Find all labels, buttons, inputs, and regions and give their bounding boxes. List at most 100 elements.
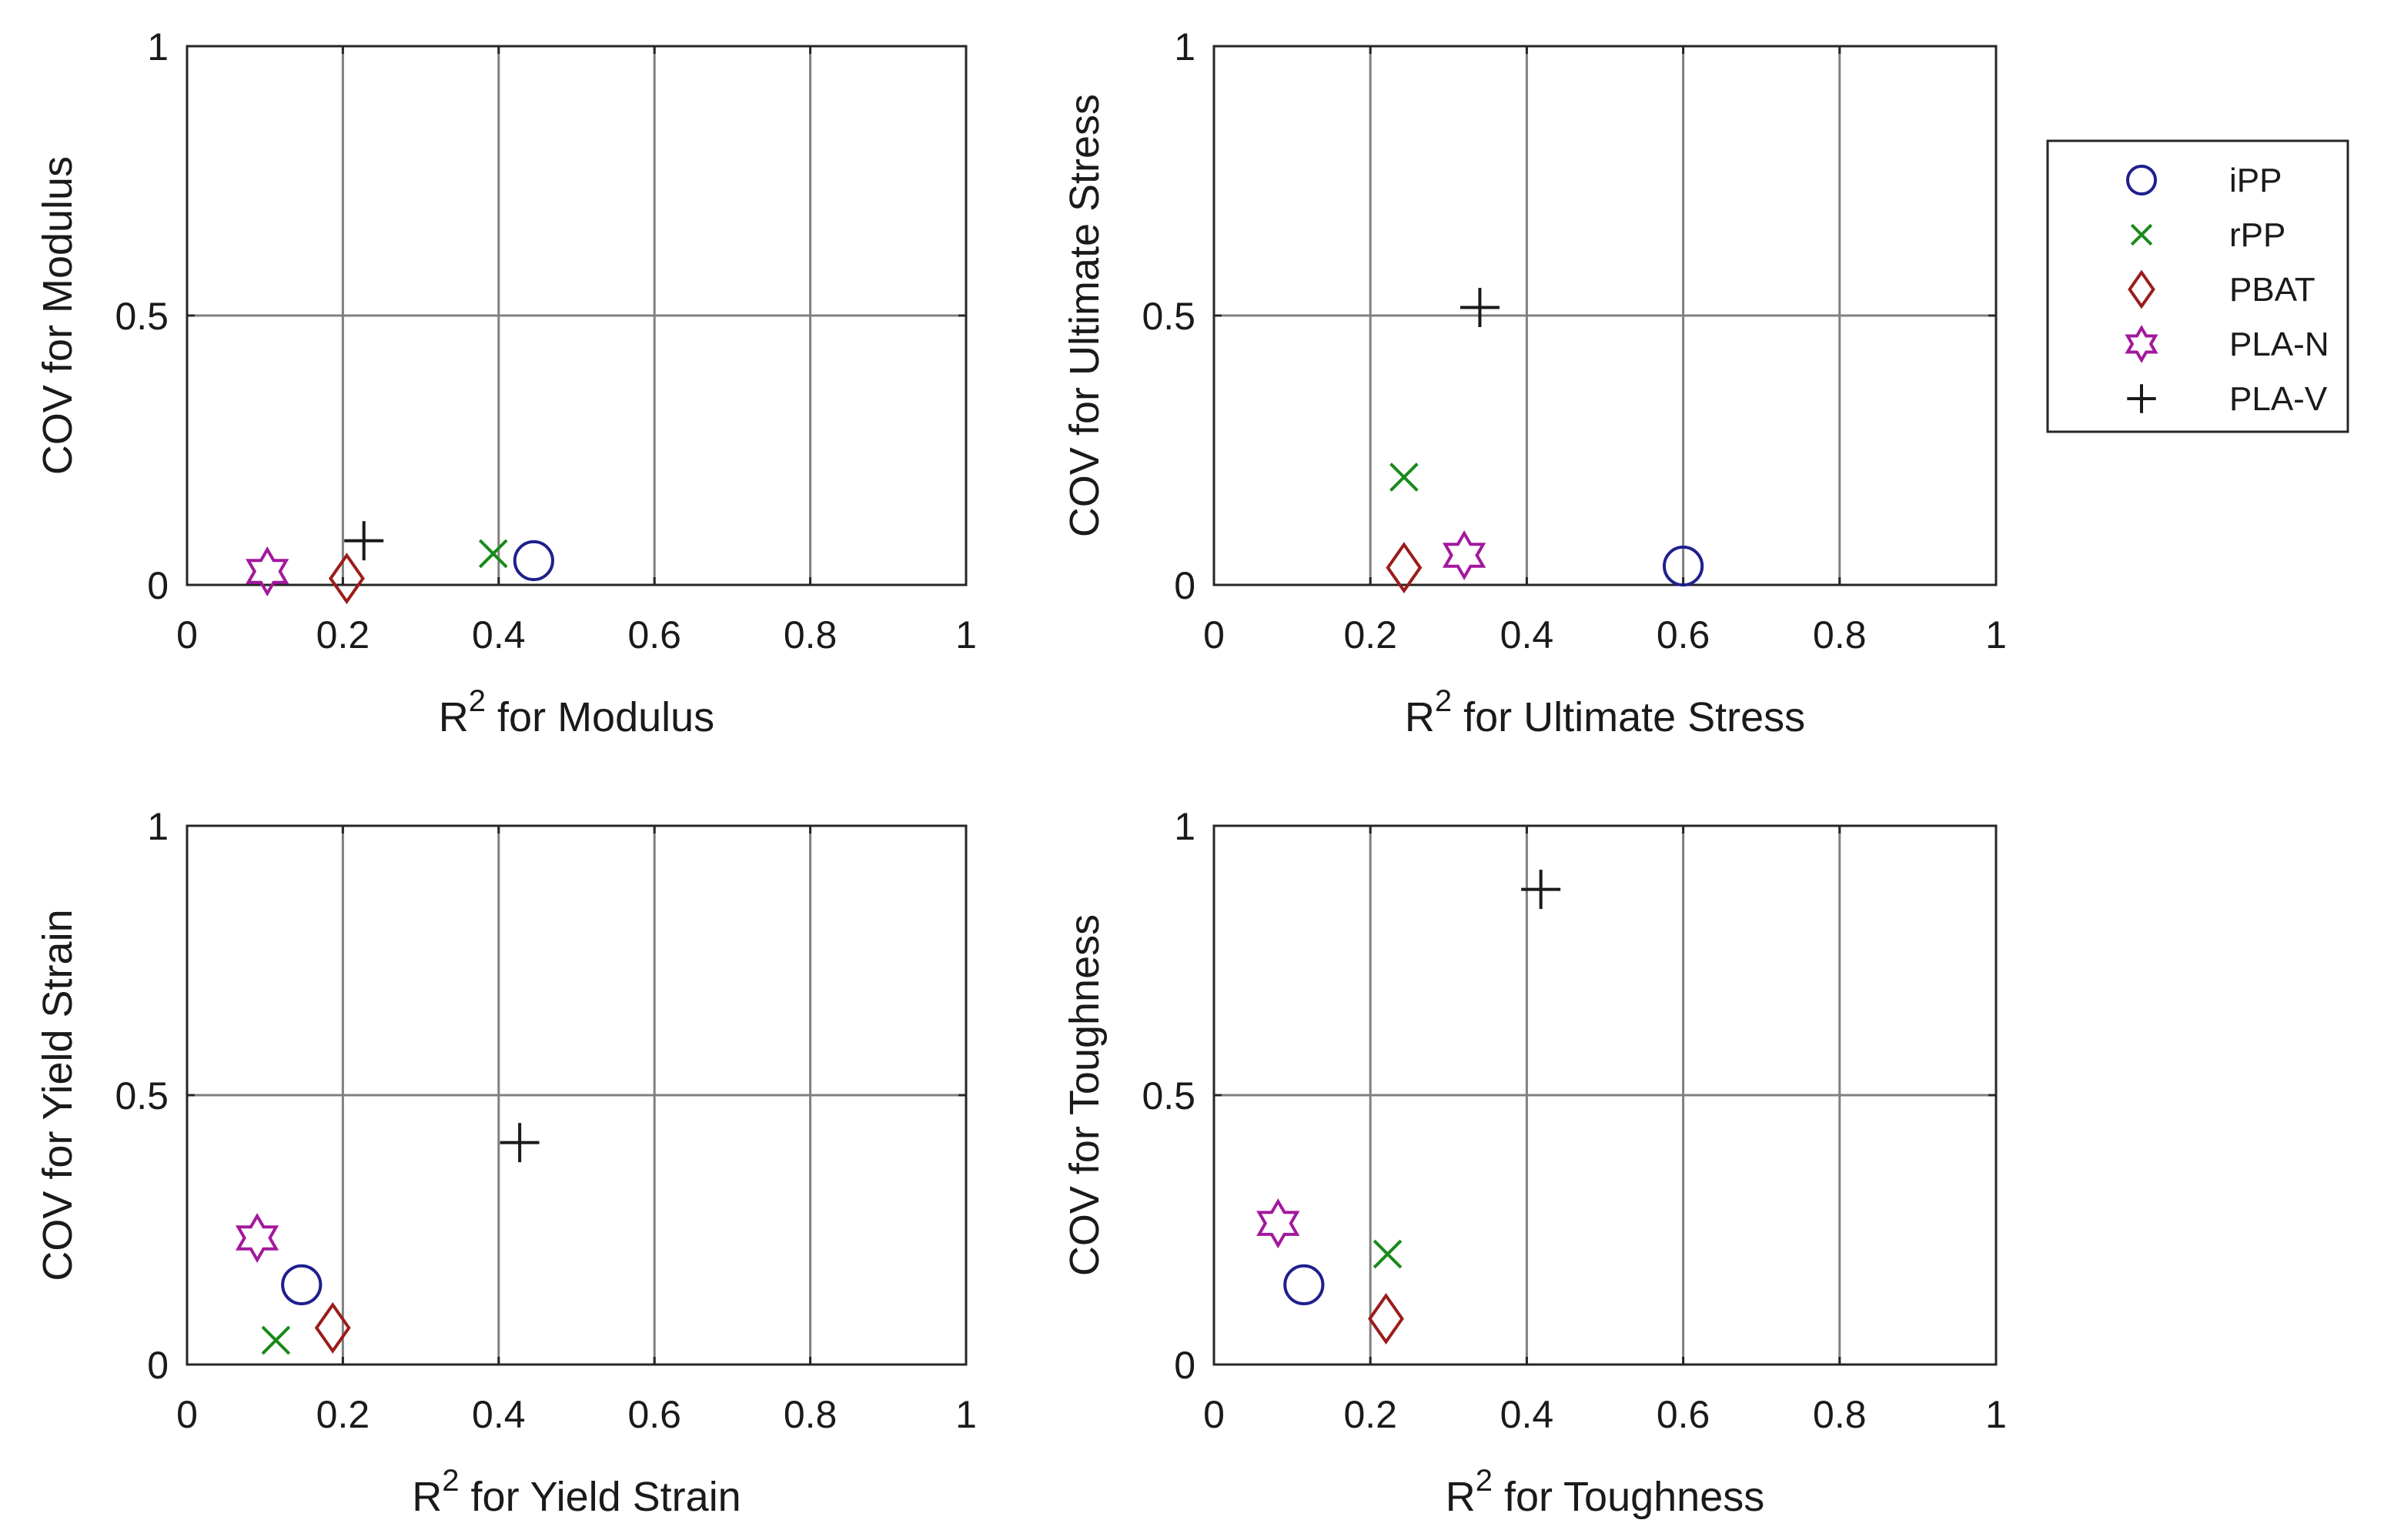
circle-icon (281, 1264, 323, 1306)
legend-marker (2128, 269, 2155, 309)
data-point-ipp (1283, 1264, 1325, 1306)
x-tick-label: 0.6 (627, 613, 681, 656)
legend-label: PLA-N (2229, 326, 2329, 363)
data-point-pbat (329, 553, 365, 605)
circle-icon (1663, 545, 1704, 587)
hexagram-star-icon (235, 1213, 279, 1263)
x-axis-label-base: R (1446, 1474, 1476, 1520)
y-tick-label: 0.5 (115, 295, 169, 338)
hexagram-star-icon (1442, 530, 1486, 580)
diamond-icon (2128, 269, 2155, 309)
x-mark-icon (1373, 1239, 1403, 1269)
y-tick-label: 0.5 (115, 1074, 169, 1117)
scatter-panel-1: 0 0.2 0.4 0.6 0.8 1 0 0.5 1 R2 for Modulus COV for… (35, 25, 977, 740)
data-point-pbat (1368, 1293, 1404, 1345)
x-axis-label-rest: for Yield Strain (460, 1474, 741, 1520)
y-tick-label: 0 (147, 1344, 169, 1387)
x-tick-label: 0.6 (627, 1393, 681, 1436)
x-tick-label: 0 (176, 613, 198, 656)
x-axis-label-superscript: 2 (469, 684, 486, 718)
data-point-ipp (513, 540, 554, 582)
legend-marker (2125, 164, 2158, 196)
y-tick-label: 0 (1174, 564, 1195, 607)
scatter-panel-2: 0 0.2 0.4 0.6 0.8 1 0 0.5 1 R2 for Ultimate Stres… (1062, 25, 2007, 740)
legend-label: PLA-V (2229, 380, 2328, 418)
legend-label: iPP (2229, 162, 2282, 199)
data-point-ipp (1663, 545, 1704, 587)
x-tick-label: 0.2 (1343, 613, 1397, 656)
legend-item-pla-v: PLA-V (2127, 380, 2328, 418)
diamond-icon (1386, 542, 1423, 594)
y-tick-label: 0 (1174, 1344, 1195, 1387)
y-tick-label: 1 (147, 25, 169, 68)
plus-icon (1521, 870, 1561, 910)
x-tick-label: 0.4 (1500, 1393, 1554, 1436)
circle-icon (513, 540, 554, 582)
x-mark-icon (2130, 223, 2153, 246)
legend: iPP rPP PBAT PLA-N PLA-V (2046, 139, 2349, 433)
y-tick-label: 0.5 (1142, 1074, 1195, 1117)
data-point-pbat (1386, 542, 1423, 594)
x-tick-label: 1 (1985, 613, 2007, 656)
y-tick-label: 1 (147, 805, 169, 848)
y-tick-label: 0.5 (1142, 295, 1195, 338)
diamond-icon (329, 553, 365, 605)
legend-item-rpp: rPP (2130, 216, 2285, 254)
hexagram-star-icon (1256, 1198, 1300, 1249)
diamond-icon (1368, 1293, 1404, 1345)
y-tick-label: 1 (1174, 25, 1195, 68)
data-point-pbat (314, 1301, 351, 1354)
diamond-icon (314, 1301, 351, 1354)
x-axis-label-superscript: 2 (1435, 684, 1452, 718)
x-mark-icon (261, 1325, 291, 1355)
x-tick-label: 0.6 (1657, 1393, 1710, 1436)
x-tick-label: 0.8 (1813, 1393, 1867, 1436)
legend-item-pla-n: PLA-N (2125, 325, 2329, 363)
x-tick-label: 0.4 (472, 1393, 526, 1436)
x-axis-label-base: R (439, 694, 469, 740)
x-axis-label: R2 for Ultimate Stress (1405, 684, 1805, 740)
legend-item-ipp: iPP (2125, 162, 2282, 199)
x-tick-label: 0.4 (1500, 613, 1554, 656)
x-mark-icon (1389, 463, 1419, 492)
data-point-rpp (478, 539, 508, 569)
x-tick-label: 0 (1203, 1393, 1225, 1436)
x-tick-label: 1 (955, 613, 977, 656)
x-axis-label-superscript: 2 (442, 1464, 459, 1498)
x-tick-label: 0.4 (472, 613, 526, 656)
x-axis-label: R2 for Toughness (1446, 1464, 1765, 1520)
data-point-rpp (1373, 1239, 1403, 1269)
x-axis-label-rest: for Modulus (486, 694, 714, 740)
x-tick-label: 0.2 (316, 1393, 370, 1436)
x-tick-label: 0.2 (316, 613, 370, 656)
circle-icon (1283, 1264, 1325, 1306)
x-axis-label-rest: for Ultimate Stress (1452, 694, 1805, 740)
scatter-panel-3: 0 0.2 0.4 0.6 0.8 1 0 0.5 1 R2 for Yield Strain CO… (35, 805, 977, 1520)
data-point-pla-v (344, 521, 384, 561)
legend-marker (2127, 384, 2156, 413)
y-axis-label: COV for Ultimate Stress (1062, 94, 1108, 537)
y-tick-label: 0 (147, 564, 169, 607)
x-tick-label: 0.6 (1657, 613, 1710, 656)
y-axis-label: COV for Modulus (35, 156, 81, 475)
x-tick-label: 0.8 (1813, 613, 1867, 656)
x-axis-label-base: R (1405, 694, 1435, 740)
x-axis-label: R2 for Yield Strain (412, 1464, 741, 1520)
x-tick-label: 0 (176, 1393, 198, 1436)
x-tick-label: 1 (955, 1393, 977, 1436)
y-axis-label: COV for Toughness (1062, 914, 1108, 1276)
plus-icon (2127, 384, 2156, 413)
data-point-pla-n (246, 546, 289, 596)
plus-icon (344, 521, 384, 561)
legend-marker (2130, 223, 2153, 246)
legend-label: PBAT (2229, 271, 2315, 309)
scatter-panel-4: 0 0.2 0.4 0.6 0.8 1 0 0.5 1 R2 for Toughness COV f… (1062, 805, 2007, 1520)
data-point-pla-n (1256, 1198, 1300, 1249)
data-point-pla-v (1459, 288, 1500, 327)
data-point-pla-n (235, 1213, 279, 1263)
x-tick-label: 0.2 (1343, 1393, 1397, 1436)
legend-marker (2125, 325, 2158, 363)
plus-icon (1459, 288, 1500, 327)
x-tick-label: 0.8 (784, 1393, 838, 1436)
